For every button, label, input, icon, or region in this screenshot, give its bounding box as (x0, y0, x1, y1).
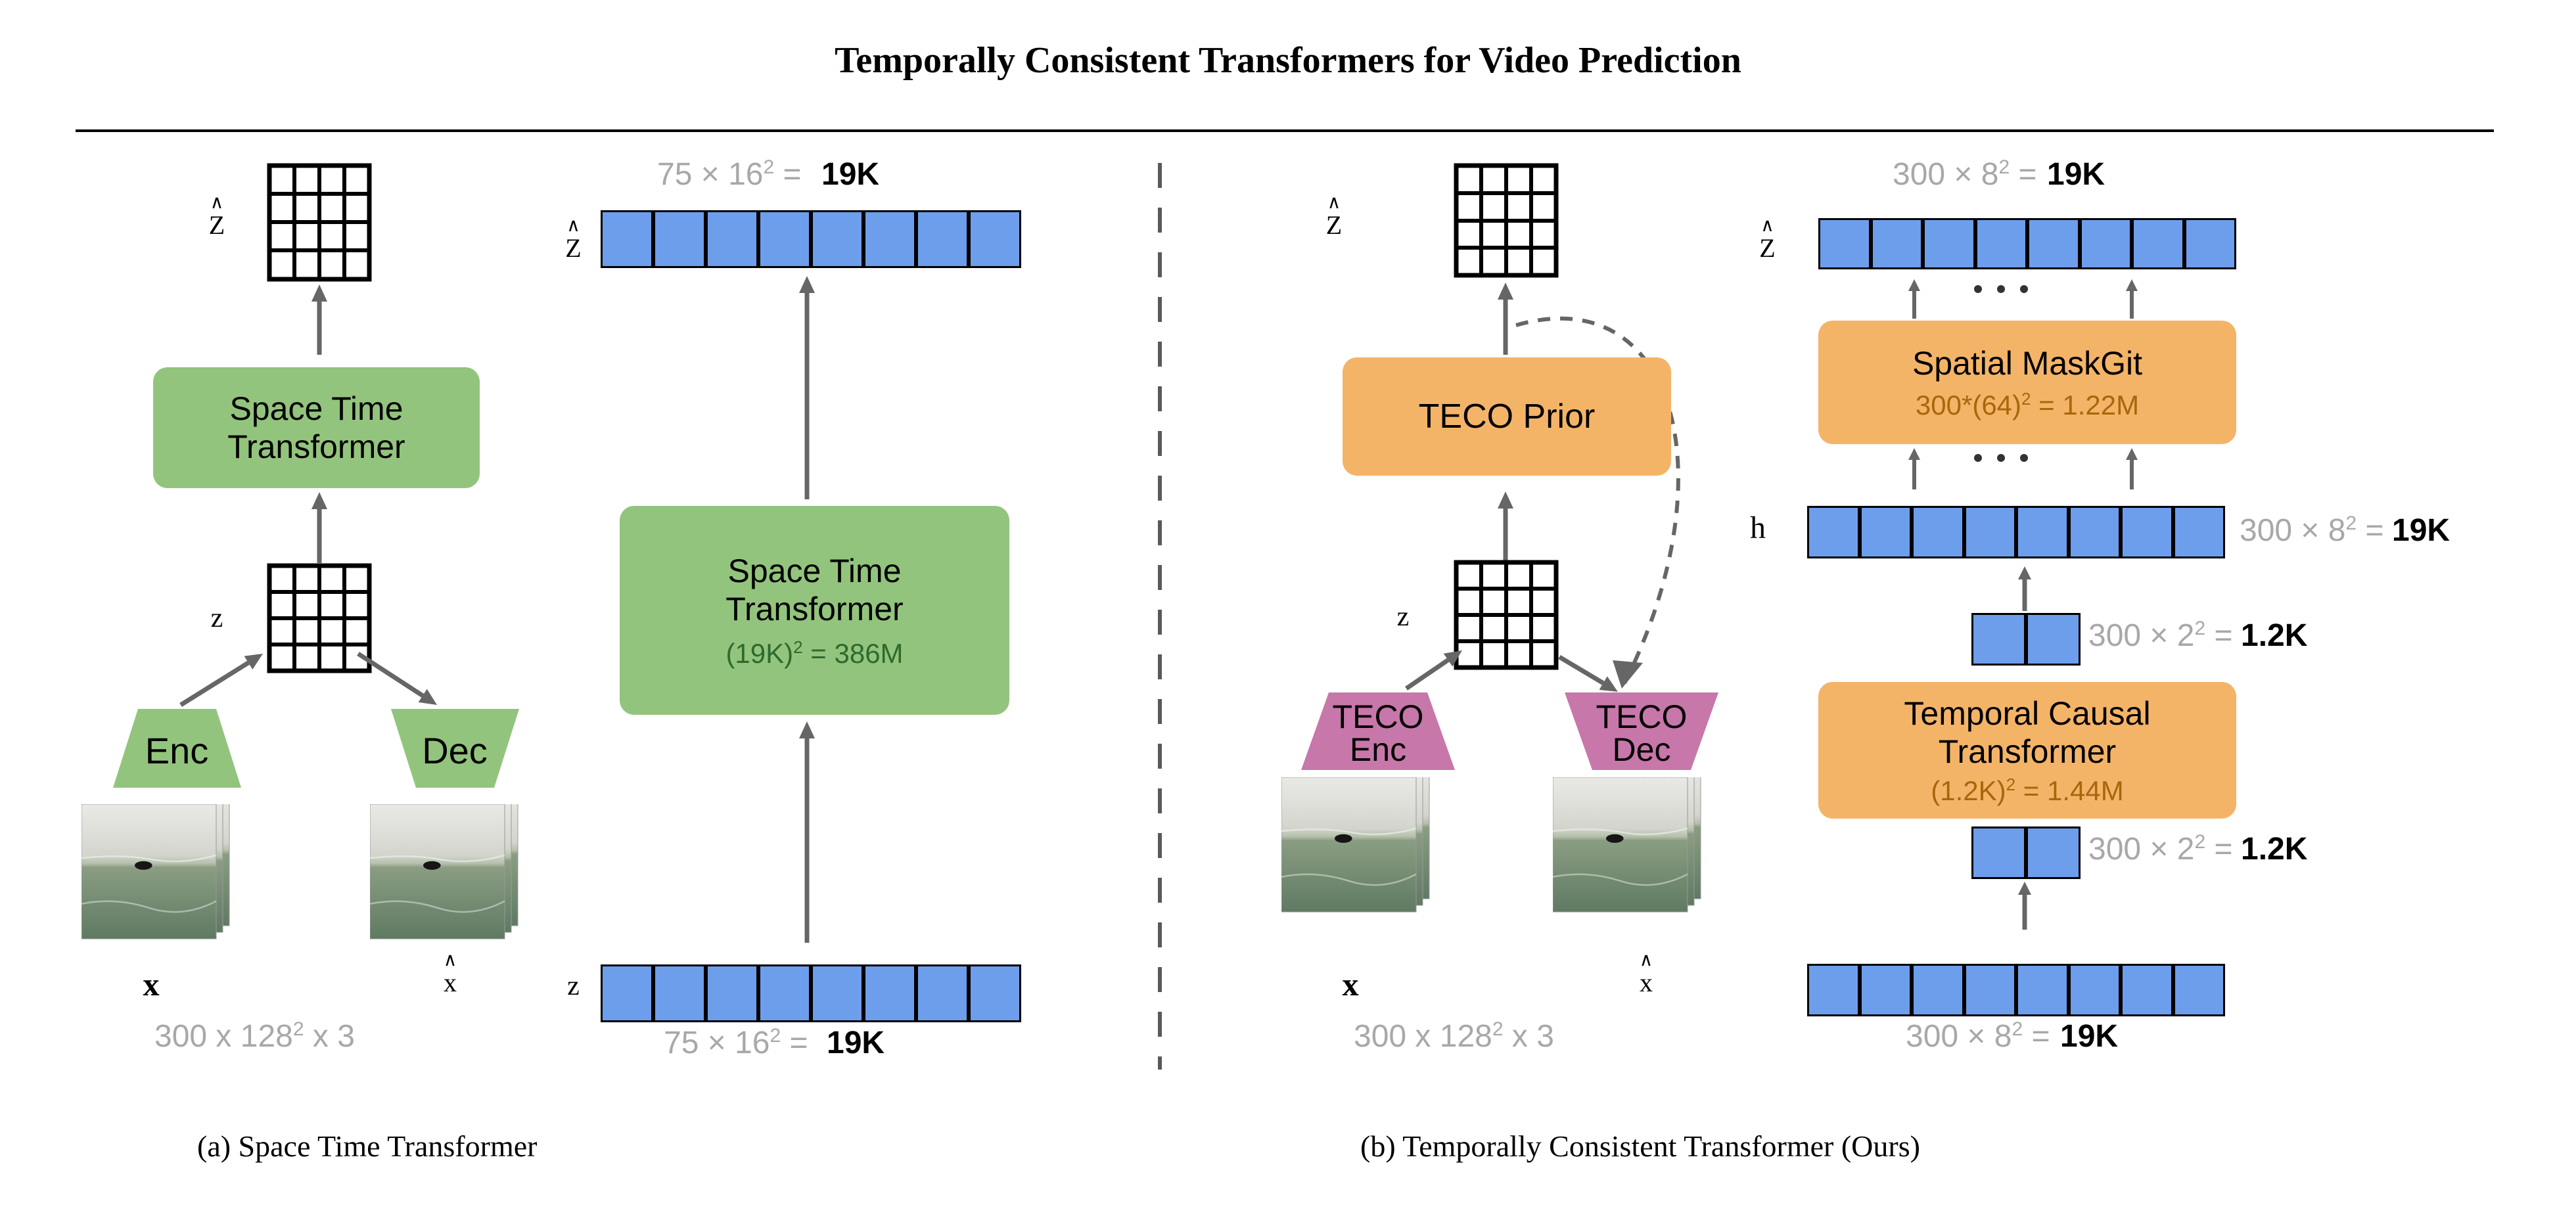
svg-text:Enc: Enc (145, 730, 209, 771)
svg-text:Enc: Enc (1350, 731, 1406, 768)
svg-text:TECO: TECO (1596, 698, 1688, 735)
svg-text:Dec: Dec (422, 730, 488, 771)
svg-text:TECO: TECO (1333, 698, 1424, 735)
svg-text:Dec: Dec (1613, 731, 1671, 768)
